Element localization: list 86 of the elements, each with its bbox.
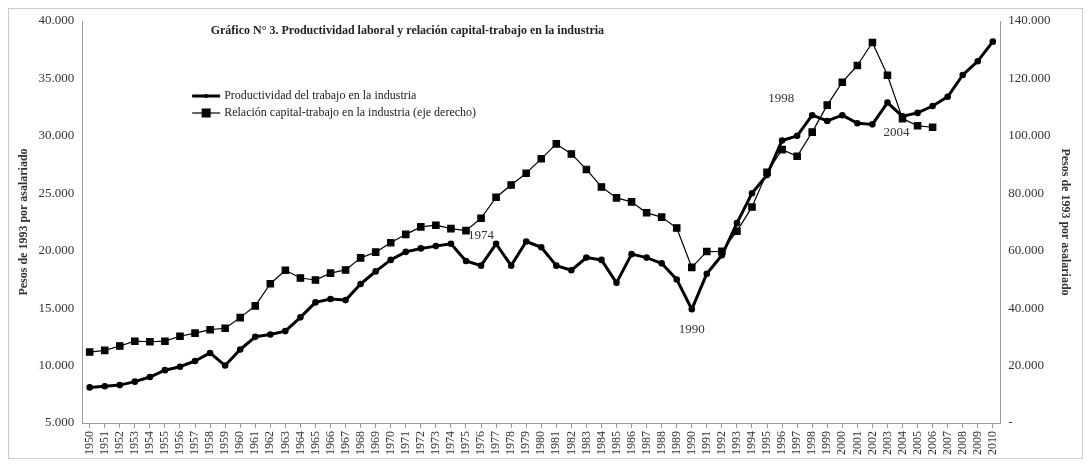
y-tick-label: 5.000 bbox=[44, 414, 75, 430]
x-tick-label: 1957 bbox=[187, 431, 202, 455]
annotation: 1990 bbox=[678, 321, 705, 337]
x-tick-label: 2010 bbox=[984, 431, 999, 455]
y2-tick-label: 20.000 bbox=[1008, 356, 1045, 372]
x-tick-label: 1983 bbox=[578, 431, 593, 455]
x-tick-label: 1976 bbox=[473, 431, 488, 455]
y2-tick-label: 60.000 bbox=[1008, 242, 1045, 258]
x-tick-label: 1961 bbox=[247, 431, 262, 455]
y-axis-title: Pesos de 1993 por asalariado bbox=[16, 148, 31, 296]
x-tick-label: 1972 bbox=[412, 431, 427, 455]
x-tick-label: 1982 bbox=[563, 431, 578, 455]
x-tick-label: 2002 bbox=[864, 431, 879, 455]
annotation: 1998 bbox=[768, 90, 795, 106]
x-tick-label: 2005 bbox=[909, 431, 924, 455]
x-tick-label: 1973 bbox=[428, 431, 443, 455]
y-tick-label: 25.000 bbox=[38, 184, 75, 200]
x-tick-label: 2001 bbox=[849, 431, 864, 455]
x-tick-label: 1984 bbox=[593, 431, 608, 455]
x-tick-label: 1994 bbox=[744, 431, 759, 455]
y2-tick-label: 140.000 bbox=[1008, 12, 1051, 28]
y2-tick-label: 120.000 bbox=[1008, 69, 1051, 85]
x-tick-label: 2003 bbox=[879, 431, 894, 455]
x-tick-label: 1955 bbox=[157, 431, 172, 455]
x-tick-label: 1996 bbox=[774, 431, 789, 455]
x-tick-label: 1952 bbox=[111, 431, 126, 455]
x-tick-label: 1980 bbox=[533, 431, 548, 455]
x-tick-label: 1975 bbox=[458, 431, 473, 455]
y-tick-label: 10.000 bbox=[38, 356, 75, 372]
legend-label: Productividad del trabajo en la industria bbox=[224, 88, 418, 103]
y-tick-label: 30.000 bbox=[38, 127, 75, 143]
x-tick-label: 1987 bbox=[638, 431, 653, 455]
x-tick-label: 1956 bbox=[172, 431, 187, 455]
x-tick-label: 1991 bbox=[698, 431, 713, 455]
x-tick-label: 1951 bbox=[96, 431, 111, 455]
x-tick-label: 1965 bbox=[307, 431, 322, 455]
x-tick-label: 1974 bbox=[443, 431, 458, 455]
x-tick-label: 1970 bbox=[382, 431, 397, 455]
x-tick-label: 1992 bbox=[714, 431, 729, 455]
x-tick-label: 1978 bbox=[503, 431, 518, 455]
x-tick-label: 1989 bbox=[668, 431, 683, 455]
x-tick-label: 1953 bbox=[126, 431, 141, 455]
x-tick-label: 1967 bbox=[337, 431, 352, 455]
y2-axis-title: Pesos de 1993 por asalariado bbox=[1058, 148, 1073, 296]
y2-tick-label: - bbox=[1008, 414, 1013, 430]
x-tick-label: 1999 bbox=[819, 431, 834, 455]
x-tick-label: 2000 bbox=[834, 431, 849, 455]
y2-tick-label: 100.000 bbox=[1008, 127, 1051, 143]
x-tick-label: 2008 bbox=[954, 431, 969, 455]
x-tick-label: 1964 bbox=[292, 431, 307, 455]
x-tick-label: 1995 bbox=[759, 431, 774, 455]
x-tick-label: 1962 bbox=[262, 431, 277, 455]
x-tick-label: 1990 bbox=[683, 431, 698, 455]
x-tick-label: 2004 bbox=[894, 431, 909, 455]
x-tick-label: 1968 bbox=[352, 431, 367, 455]
x-tick-label: 1977 bbox=[488, 431, 503, 455]
y-tick-label: 20.000 bbox=[38, 242, 75, 258]
x-tick-label: 2006 bbox=[924, 431, 939, 455]
x-tick-label: 2009 bbox=[969, 431, 984, 455]
x-tick-label: 1986 bbox=[623, 431, 638, 455]
x-tick-label: 1950 bbox=[81, 431, 96, 455]
y-tick-label: 35.000 bbox=[38, 69, 75, 85]
annotation: 1974 bbox=[467, 227, 495, 243]
y2-tick-label: 40.000 bbox=[1008, 299, 1045, 315]
x-tick-label: 1985 bbox=[608, 431, 623, 455]
x-tick-label: 1969 bbox=[367, 431, 382, 455]
x-tick-label: 2007 bbox=[939, 431, 954, 455]
y2-tick-label: 80.000 bbox=[1008, 184, 1045, 200]
x-tick-label: 1981 bbox=[548, 431, 563, 455]
chart-title: Gráfico N° 3. Productividad laboral y relación capital-trabajo en la industria bbox=[210, 23, 605, 38]
x-tick-label: 1988 bbox=[653, 431, 668, 455]
x-tick-label: 1960 bbox=[232, 431, 247, 455]
x-tick-label: 1998 bbox=[804, 431, 819, 455]
x-tick-label: 1993 bbox=[729, 431, 744, 455]
x-tick-label: 1959 bbox=[217, 431, 232, 455]
x-tick-label: 1997 bbox=[789, 431, 804, 455]
annotation: 2004 bbox=[883, 124, 911, 140]
legend-label: Relación capital-trabajo en la industria (eje derecho) bbox=[224, 105, 477, 120]
x-tick-label: 1971 bbox=[397, 431, 412, 455]
x-tick-label: 1966 bbox=[322, 431, 337, 455]
y-tick-label: 40.000 bbox=[38, 12, 75, 28]
x-tick-label: 1958 bbox=[202, 431, 217, 455]
y-tick-label: 15.000 bbox=[38, 299, 75, 315]
x-tick-label: 1979 bbox=[518, 431, 533, 455]
x-tick-label: 1963 bbox=[277, 431, 292, 455]
x-tick-label: 1954 bbox=[142, 431, 157, 455]
